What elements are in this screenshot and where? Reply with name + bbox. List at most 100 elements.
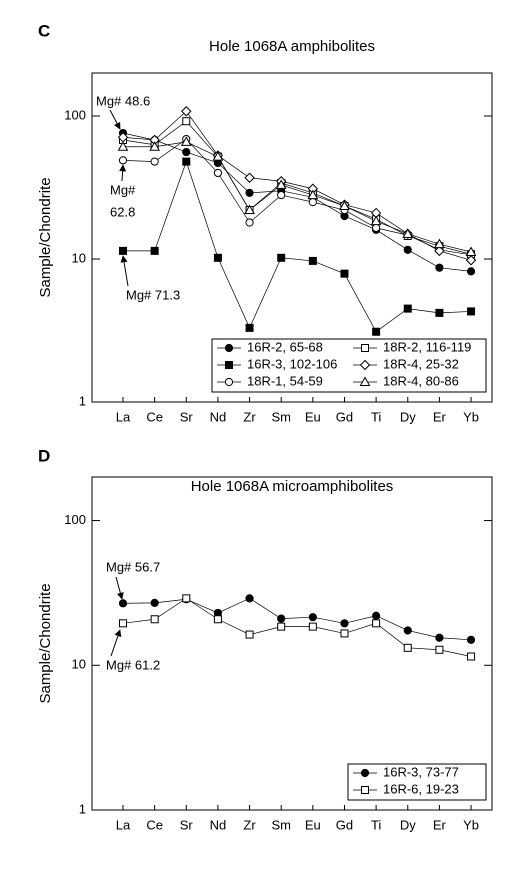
marker	[467, 307, 476, 316]
marker	[213, 615, 222, 624]
annotation: Mg#	[110, 182, 136, 197]
marker	[372, 611, 381, 620]
y-tick-label: 10	[72, 657, 86, 672]
marker	[119, 246, 127, 255]
marker	[403, 304, 412, 313]
series-line	[122, 120, 472, 255]
annotation: Mg# 71.3	[126, 287, 180, 302]
marker	[466, 635, 476, 644]
marker	[403, 643, 412, 652]
x-tick-label: Zr	[243, 817, 256, 832]
panel-label: C	[38, 21, 50, 40]
x-tick-label: Yb	[463, 817, 479, 832]
marker	[361, 344, 369, 352]
legend-label: 16R-3, 102-106	[247, 356, 337, 371]
x-tick-label: Eu	[305, 817, 321, 832]
marker	[277, 614, 286, 623]
series-line	[123, 160, 472, 333]
marker	[277, 253, 286, 262]
marker	[466, 267, 476, 276]
legend-label: 16R-3, 73-77	[383, 764, 459, 779]
x-tick-label: Yb	[463, 409, 479, 424]
legend-label: 18R-4, 25-32	[383, 356, 459, 371]
x-tick-label: Er	[433, 817, 447, 832]
legend-box	[211, 338, 487, 393]
marker	[244, 172, 255, 183]
series-line	[122, 110, 472, 261]
marker	[434, 245, 445, 257]
x-tick-label: Ce	[146, 817, 163, 832]
marker	[182, 147, 191, 157]
marker	[181, 106, 192, 117]
marker	[307, 189, 319, 200]
arrow	[119, 164, 127, 182]
x-tick-label: Gd	[336, 817, 353, 832]
marker	[308, 256, 317, 265]
x-tick-label: Ti	[371, 409, 381, 424]
marker	[434, 238, 445, 249]
arrow	[110, 629, 122, 657]
marker	[225, 361, 233, 369]
marker	[182, 157, 191, 166]
marker	[402, 228, 414, 238]
y-tick-label: 1	[79, 393, 86, 408]
marker	[213, 168, 223, 178]
x-tick-label: Nd	[210, 817, 227, 832]
x-tick-label: Sr	[180, 409, 194, 424]
marker	[465, 246, 477, 256]
marker	[340, 619, 349, 628]
marker	[467, 652, 476, 661]
chart-title: Hole 1068A microamphibolites	[191, 478, 394, 495]
arrow	[115, 576, 124, 600]
y-tick-label: 100	[64, 512, 86, 527]
legend-label: 18R-4, 80-86	[383, 373, 459, 388]
marker	[150, 157, 159, 166]
plot-frame	[91, 72, 493, 403]
series-line	[122, 597, 472, 641]
chart-title: Hole 1068A amphibolites	[209, 38, 375, 55]
annotation: Mg# 61.2	[106, 657, 160, 672]
x-tick-label: Zr	[243, 409, 256, 424]
marker	[370, 215, 382, 226]
marker	[372, 223, 381, 233]
series-line	[122, 597, 472, 657]
x-tick-label: Sm	[271, 409, 291, 424]
x-tick-label: Sr	[180, 817, 194, 832]
marker	[403, 245, 412, 254]
x-tick-label: Ti	[371, 817, 381, 832]
marker	[308, 622, 317, 631]
x-tick-label: Sm	[271, 817, 291, 832]
marker	[180, 136, 192, 146]
marker	[359, 359, 371, 371]
marker	[245, 218, 254, 227]
marker	[359, 376, 371, 386]
marker	[244, 204, 255, 215]
marker	[213, 253, 222, 262]
marker	[339, 200, 350, 210]
x-tick-label: Gd	[336, 409, 353, 424]
marker	[465, 255, 477, 266]
marker	[360, 768, 370, 778]
marker	[182, 117, 191, 126]
x-tick-label: Dy	[400, 409, 416, 424]
arrow	[109, 109, 121, 130]
annotation: Mg# 56.7	[106, 559, 160, 574]
panel-label: D	[38, 446, 50, 465]
x-tick-label: Nd	[210, 409, 227, 424]
marker	[150, 598, 159, 607]
marker	[403, 626, 412, 635]
marker	[277, 190, 286, 200]
series-line	[123, 141, 472, 253]
legend-label: 18R-2, 116-119	[383, 339, 471, 354]
legend-box	[347, 763, 487, 801]
arrow	[120, 255, 129, 287]
y-axis-label: Sample/Chondrite	[37, 583, 54, 703]
marker	[277, 622, 286, 631]
marker	[245, 630, 254, 639]
legend-label: 18R-1, 54-59	[247, 373, 323, 388]
marker	[224, 377, 234, 387]
y-tick-label: 10	[72, 250, 86, 265]
marker	[340, 629, 349, 638]
x-tick-label: Dy	[400, 817, 416, 832]
marker	[275, 179, 287, 189]
